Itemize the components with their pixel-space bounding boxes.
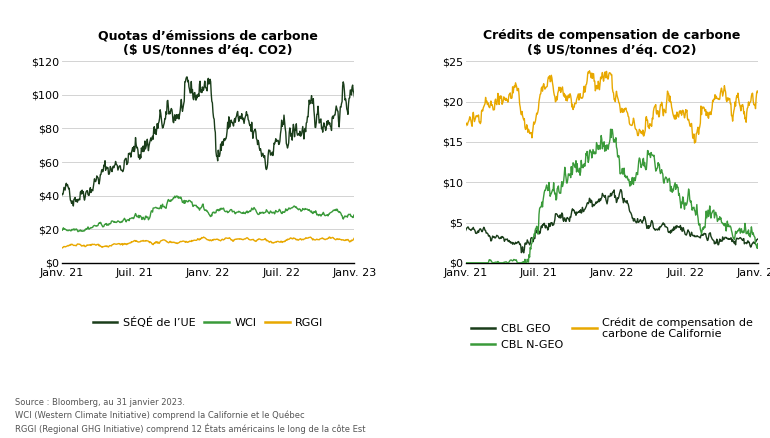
- Legend: SÉQÉ de l’UE, WCI, RGGI: SÉQÉ de l’UE, WCI, RGGI: [89, 313, 328, 332]
- Title: Quotas d’émissions de carbone
($ US/tonnes d’éq. CO2): Quotas d’émissions de carbone ($ US/tonn…: [98, 29, 318, 57]
- Title: Crédits de compensation de carbone
($ US/tonnes d’éq. CO2): Crédits de compensation de carbone ($ US…: [484, 29, 741, 57]
- Text: Source : Bloomberg, au 31 janvier 2023.
WCI (Western Climate Initiative) compren: Source : Bloomberg, au 31 janvier 2023. …: [15, 398, 366, 434]
- Legend: CBL GEO, CBL N-GEO, Crédit de compensation de
carbone de Californie: CBL GEO, CBL N-GEO, Crédit de compensati…: [467, 313, 758, 354]
